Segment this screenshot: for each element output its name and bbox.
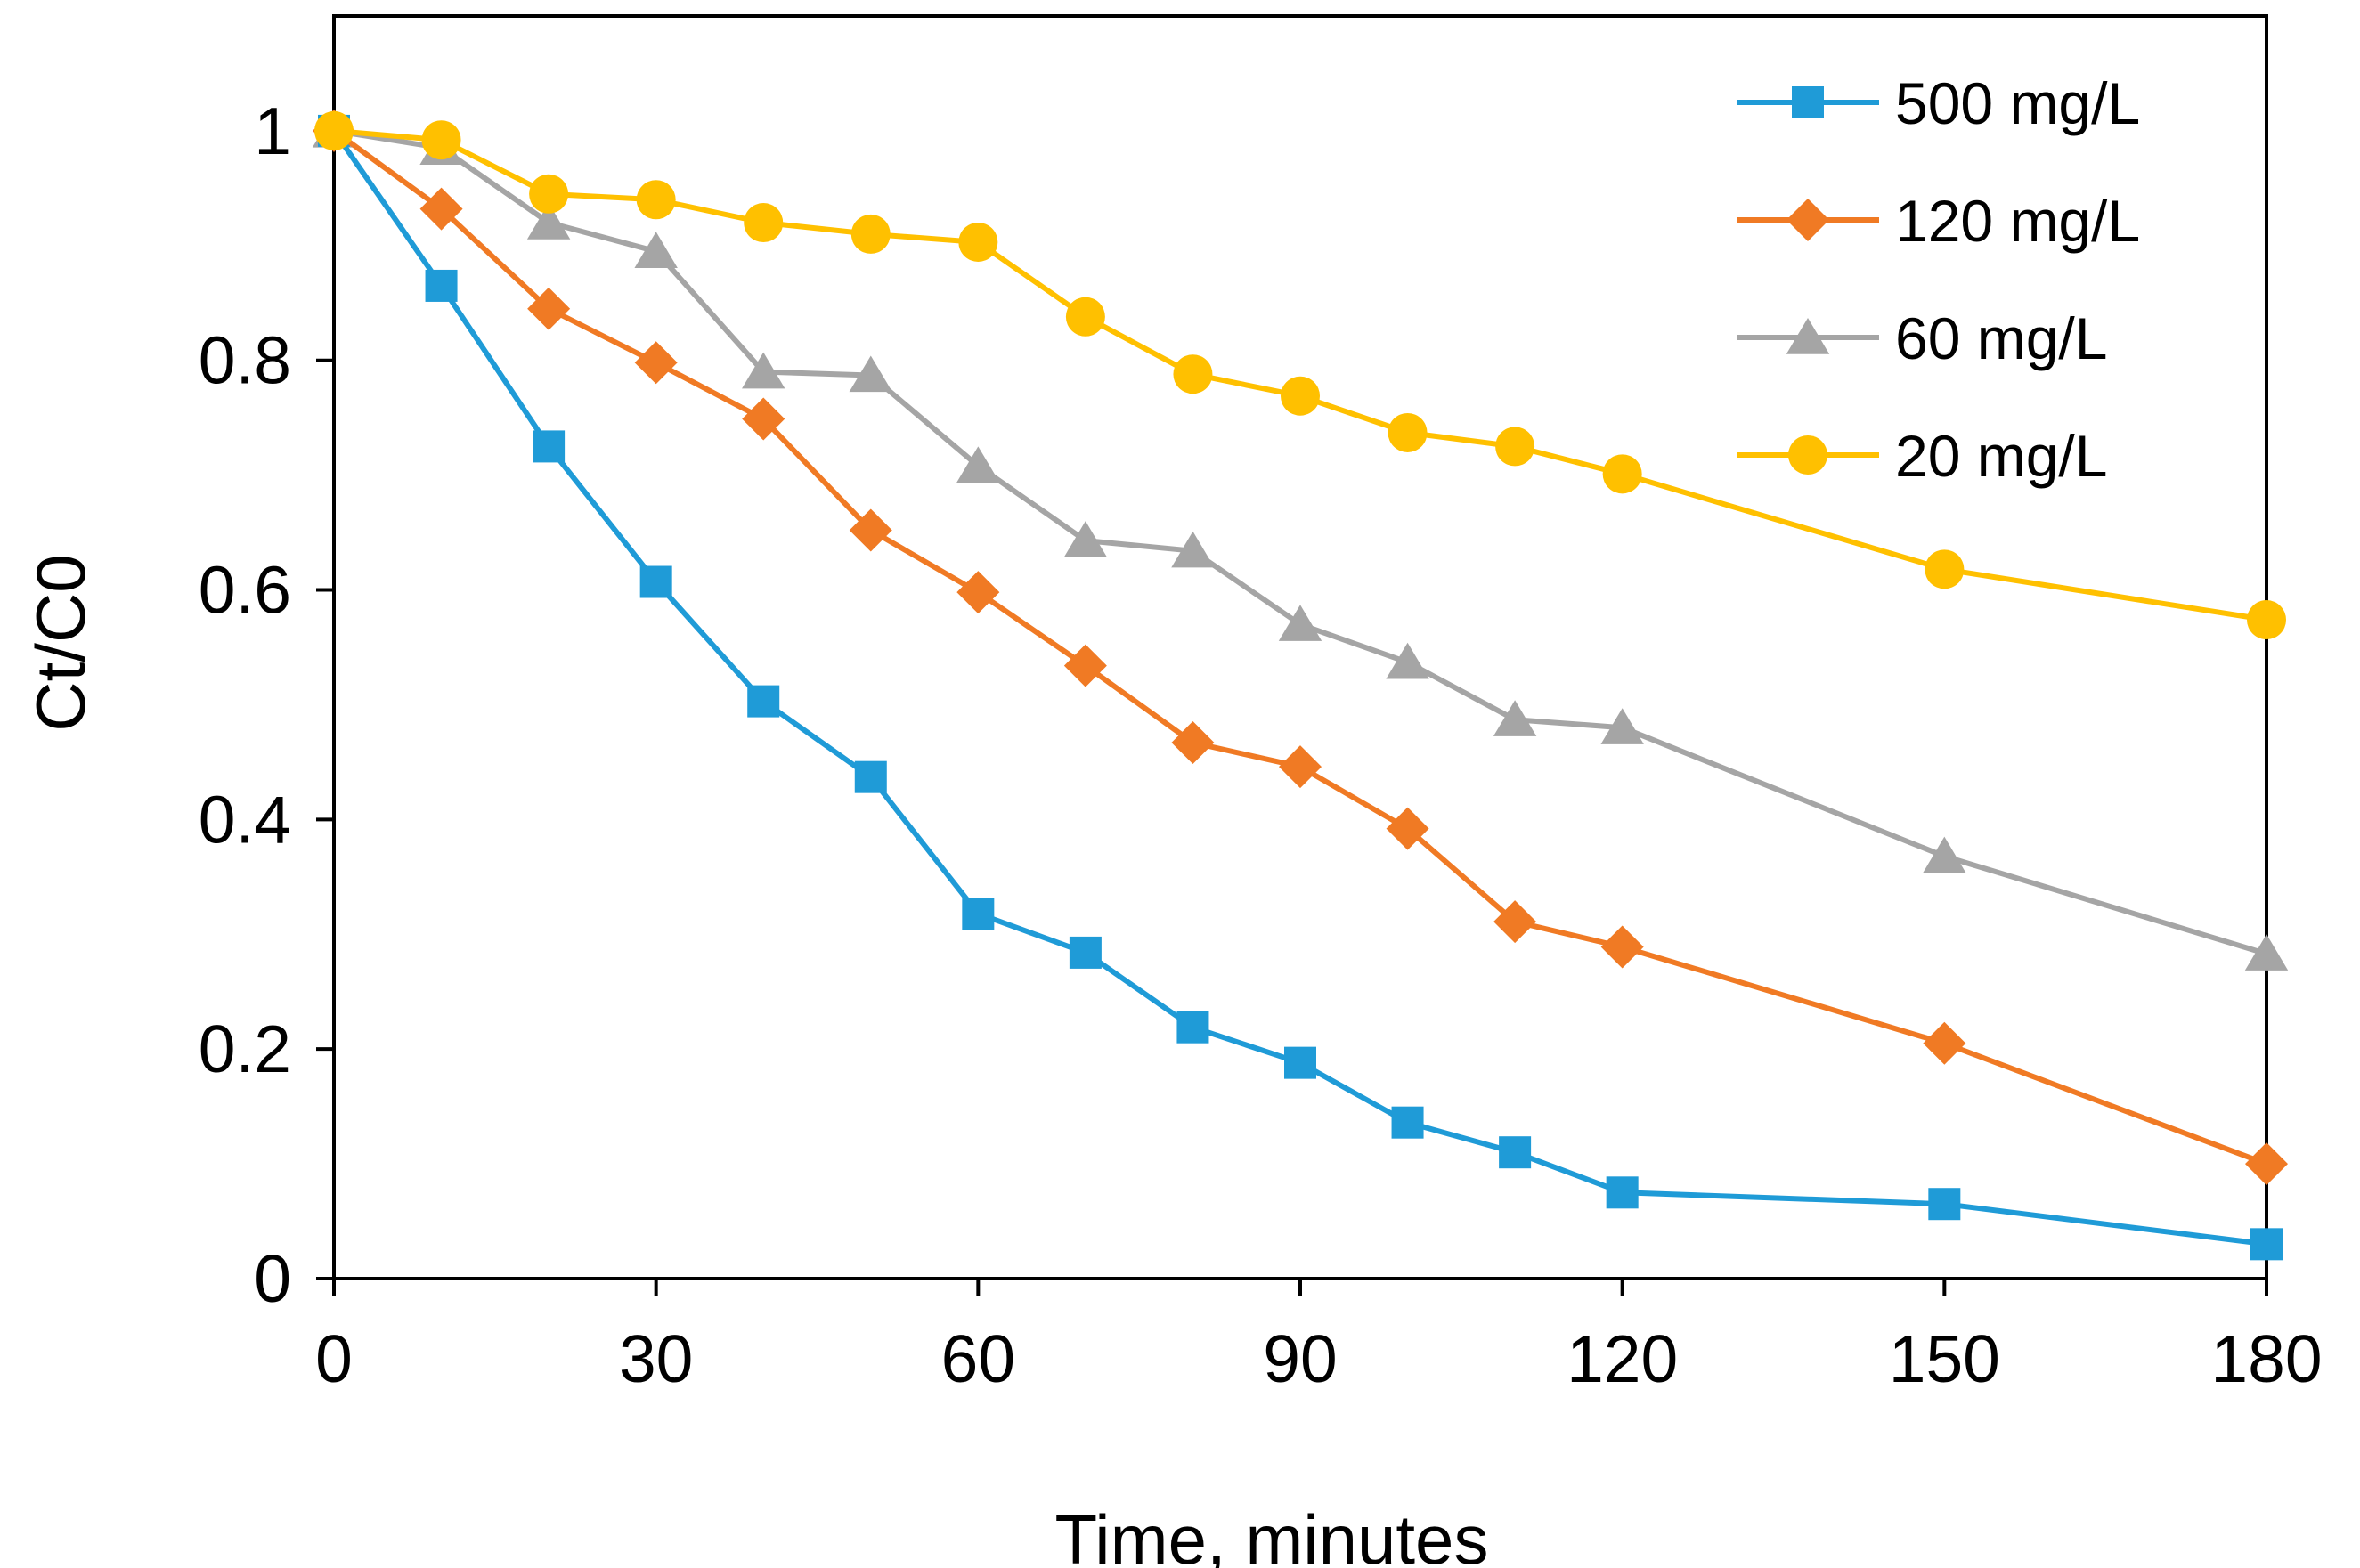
data-point-500-mg-l — [962, 898, 995, 930]
data-point-500-mg-l — [1284, 1046, 1316, 1079]
data-point-20-mg-l — [421, 120, 461, 160]
data-point-120-mg-l — [1493, 900, 1537, 944]
legend-marker — [1792, 86, 1824, 118]
data-point-20-mg-l — [1388, 412, 1428, 452]
series-120-mg-l — [313, 109, 2288, 1186]
legend-item-500-mg-l: 500 mg/L — [1737, 70, 2140, 136]
data-point-500-mg-l — [1176, 1011, 1209, 1044]
data-point-500-mg-l — [425, 269, 458, 302]
legend-item-120-mg-l: 120 mg/L — [1737, 188, 2140, 254]
data-point-500-mg-l — [1606, 1176, 1639, 1209]
data-point-120-mg-l — [527, 287, 571, 330]
data-point-20-mg-l — [744, 203, 784, 243]
data-point-60-mg-l — [2244, 934, 2289, 971]
data-point-120-mg-l — [1063, 644, 1107, 687]
data-point-20-mg-l — [636, 180, 676, 220]
series-60-mg-l — [312, 110, 2289, 971]
data-point-500-mg-l — [854, 760, 887, 793]
legend-label: 60 mg/L — [1895, 305, 2107, 371]
data-point-60-mg-l — [1386, 642, 1429, 679]
x-tick-label: 120 — [1567, 1321, 1678, 1396]
x-tick-label: 150 — [1889, 1321, 2000, 1396]
data-point-60-mg-l — [1171, 531, 1215, 568]
data-point-60-mg-l — [1493, 700, 1537, 736]
data-point-120-mg-l — [419, 187, 463, 231]
data-point-120-mg-l — [2245, 1142, 2288, 1186]
legend-marker — [1786, 318, 1830, 354]
data-point-20-mg-l — [1281, 376, 1320, 416]
series-20-mg-l — [314, 110, 2286, 640]
data-point-60-mg-l — [526, 203, 571, 240]
data-point-500-mg-l — [1499, 1136, 1532, 1169]
x-tick-label: 60 — [941, 1321, 1015, 1396]
y-tick-label: 0 — [254, 1241, 291, 1316]
series-500-mg-l — [318, 114, 2283, 1261]
data-point-20-mg-l — [314, 110, 354, 150]
data-point-60-mg-l — [849, 355, 892, 393]
legend-marker — [1786, 199, 1829, 241]
data-point-20-mg-l — [1925, 549, 1965, 589]
data-point-120-mg-l — [742, 397, 785, 441]
data-point-500-mg-l — [2250, 1228, 2283, 1261]
data-point-60-mg-l — [956, 446, 1000, 483]
legend-label: 20 mg/L — [1895, 423, 2107, 489]
x-axis-title: Time, minutes — [1055, 1500, 1489, 1568]
y-tick-label: 0.6 — [199, 553, 291, 628]
data-point-500-mg-l — [1391, 1106, 1424, 1139]
data-point-60-mg-l — [742, 352, 785, 389]
data-point-500-mg-l — [533, 430, 566, 463]
data-point-500-mg-l — [747, 685, 780, 718]
y-tick-label: 0.4 — [199, 782, 291, 857]
legend-item-20-mg-l: 20 mg/L — [1737, 423, 2107, 489]
y-tick-label: 0.8 — [199, 323, 291, 398]
y-tick-label: 1 — [254, 93, 291, 168]
y-tick-label: 0.2 — [199, 1011, 291, 1086]
data-point-500-mg-l — [1928, 1188, 1961, 1221]
data-point-60-mg-l — [1063, 521, 1108, 557]
data-point-120-mg-l — [634, 341, 678, 385]
data-point-20-mg-l — [1602, 454, 1642, 494]
x-tick-label: 180 — [2210, 1321, 2322, 1396]
data-point-120-mg-l — [956, 571, 1000, 614]
legend-marker — [1788, 435, 1827, 475]
data-point-20-mg-l — [1173, 354, 1213, 394]
data-point-120-mg-l — [1171, 720, 1215, 764]
data-point-20-mg-l — [529, 174, 569, 214]
legend-label: 500 mg/L — [1895, 70, 2140, 136]
data-point-60-mg-l — [1600, 708, 1644, 744]
data-point-120-mg-l — [1923, 1021, 1966, 1065]
legend-item-60-mg-l: 60 mg/L — [1737, 305, 2107, 371]
data-point-120-mg-l — [1279, 745, 1322, 789]
data-point-120-mg-l — [849, 508, 892, 552]
data-point-20-mg-l — [1065, 297, 1105, 337]
data-point-20-mg-l — [958, 222, 998, 262]
data-point-60-mg-l — [634, 232, 678, 268]
data-point-20-mg-l — [2247, 600, 2286, 640]
x-tick-label: 30 — [619, 1321, 693, 1396]
data-point-500-mg-l — [639, 565, 672, 598]
data-point-120-mg-l — [1386, 807, 1429, 850]
data-point-500-mg-l — [1069, 936, 1102, 969]
data-point-60-mg-l — [1278, 605, 1322, 641]
x-tick-label: 0 — [315, 1321, 353, 1396]
data-point-60-mg-l — [1923, 836, 1966, 873]
legend-label: 120 mg/L — [1895, 188, 2140, 254]
data-point-120-mg-l — [1600, 925, 1644, 969]
y-axis-title: Ct/C0 — [21, 554, 100, 731]
x-tick-label: 90 — [1263, 1321, 1337, 1396]
data-point-20-mg-l — [1495, 427, 1535, 467]
data-point-20-mg-l — [850, 214, 891, 254]
